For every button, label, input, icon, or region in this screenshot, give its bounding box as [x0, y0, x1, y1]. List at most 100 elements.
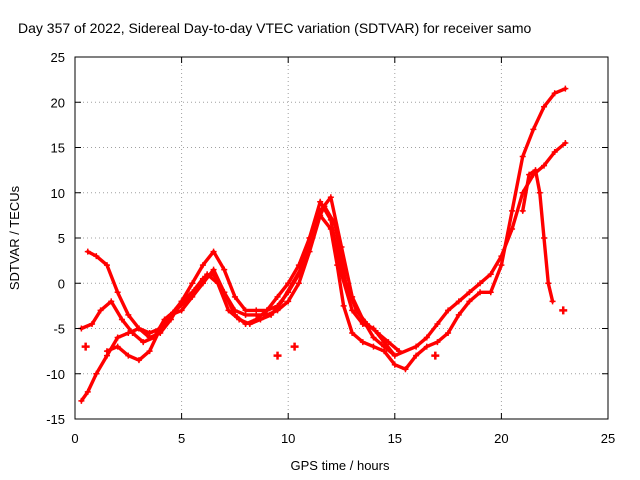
- series-track-2: [84, 139, 569, 359]
- data-point: [413, 352, 420, 359]
- data-point: [278, 298, 285, 305]
- data-point: [295, 262, 302, 269]
- data-point: [338, 244, 345, 251]
- data-point: [221, 266, 228, 273]
- data-point: [263, 307, 270, 314]
- data-point: [477, 280, 484, 287]
- data-point: [221, 289, 228, 296]
- data-point: [199, 262, 206, 269]
- data-point: [89, 320, 96, 327]
- series-track-4: [103, 194, 398, 364]
- data-point: [359, 316, 366, 323]
- data-point: [541, 103, 548, 110]
- data-point: [519, 207, 526, 214]
- data-point: [559, 306, 568, 315]
- data-point: [103, 348, 110, 355]
- data-point: [273, 351, 282, 360]
- data-point: [290, 342, 299, 351]
- y-tick-label: 5: [58, 231, 65, 246]
- data-point: [551, 149, 558, 156]
- data-point: [242, 307, 249, 314]
- data-point: [466, 298, 473, 305]
- data-point: [549, 298, 556, 305]
- data-point: [498, 262, 505, 269]
- data-point: [370, 343, 377, 350]
- data-point: [114, 343, 121, 350]
- series-line: [86, 141, 568, 358]
- data-point: [434, 320, 441, 327]
- data-point: [402, 366, 409, 373]
- x-axis-label: GPS time / hours: [291, 458, 390, 473]
- data-point: [541, 162, 548, 169]
- data-point: [285, 280, 292, 287]
- data-point: [526, 171, 533, 178]
- data-point: [487, 289, 494, 296]
- data-point: [423, 334, 430, 341]
- data-point: [81, 342, 90, 351]
- data-point: [359, 339, 366, 346]
- data-point: [498, 253, 505, 260]
- data-point: [253, 307, 260, 314]
- data-point: [519, 153, 526, 160]
- data-point: [103, 262, 110, 269]
- data-point: [381, 343, 388, 350]
- data-point: [125, 352, 132, 359]
- y-tick-label: 20: [51, 95, 65, 110]
- y-tick-label: 0: [58, 276, 65, 291]
- data-point: [285, 298, 292, 305]
- series-line: [79, 87, 568, 403]
- y-tick-label: 10: [51, 186, 65, 201]
- data-point: [306, 235, 313, 241]
- data-point: [125, 311, 132, 318]
- data-point: [178, 307, 185, 314]
- data-point: [268, 311, 275, 318]
- y-tick-label: -5: [53, 322, 65, 337]
- data-point: [455, 311, 462, 318]
- data-point: [509, 207, 516, 214]
- data-point: [295, 280, 302, 287]
- data-point: [396, 348, 403, 355]
- data-point: [167, 311, 174, 318]
- data-point: [327, 194, 334, 201]
- data-point: [108, 298, 115, 305]
- data-point: [231, 311, 238, 318]
- series-track-1: [78, 85, 569, 404]
- axis-ticks: 0 5 10 15 20 25 -15 -10 -5 0 5 10 15 20 25: [46, 50, 615, 446]
- data-point: [225, 307, 232, 314]
- data-point: [317, 207, 324, 214]
- y-tick-label: 15: [51, 141, 65, 156]
- data-point: [562, 139, 569, 146]
- y-tick-label: -15: [46, 412, 65, 427]
- plot-frame: [74, 56, 609, 420]
- data-point: [431, 351, 440, 360]
- data-point: [84, 248, 91, 255]
- data-point: [97, 307, 104, 314]
- data-point: [114, 334, 121, 341]
- data-point: [210, 266, 217, 273]
- data-point: [140, 339, 147, 346]
- data-point: [466, 289, 473, 296]
- data-point: [413, 343, 420, 350]
- data-point: [370, 334, 377, 341]
- x-tick-label: 0: [71, 431, 78, 446]
- data-point: [477, 289, 484, 296]
- data-point: [541, 235, 548, 241]
- data-point: [93, 370, 100, 377]
- data-point: [374, 330, 381, 337]
- x-tick-label: 25: [601, 431, 615, 446]
- x-tick-label: 5: [178, 431, 185, 446]
- data-point: [135, 357, 142, 364]
- data-point: [455, 298, 462, 305]
- x-tick-label: 10: [281, 431, 295, 446]
- data-point: [135, 325, 142, 332]
- data-point: [545, 280, 552, 287]
- data-point: [551, 90, 558, 97]
- data-point: [274, 293, 281, 300]
- data-point: [242, 320, 249, 327]
- data-point: [84, 388, 91, 395]
- data-point: [93, 253, 100, 260]
- y-tick-label: -10: [46, 367, 65, 382]
- data-point: [536, 189, 543, 196]
- series-line: [105, 195, 397, 362]
